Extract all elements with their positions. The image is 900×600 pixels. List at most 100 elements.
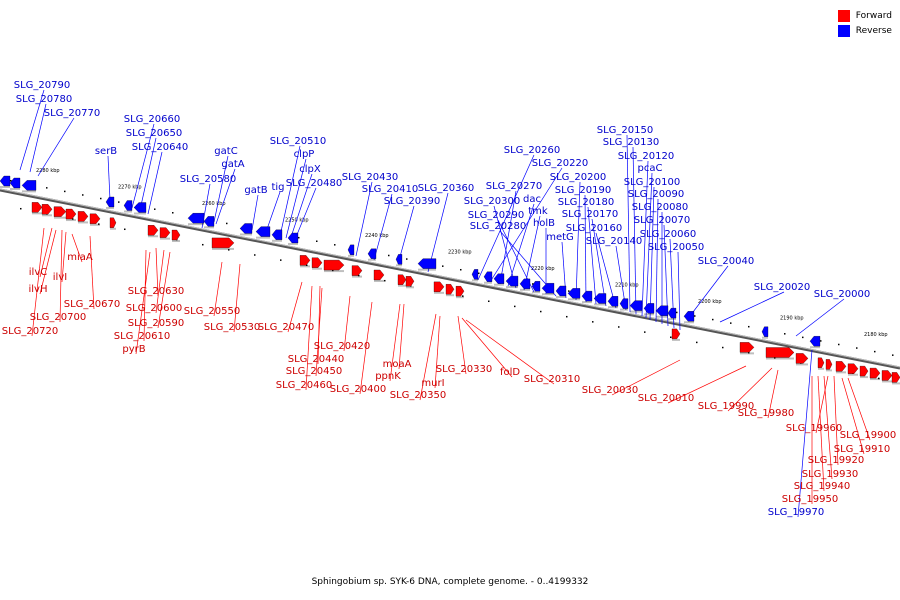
reverse-gene-arrow: [0, 175, 11, 187]
forward-gene-label-leader: [61, 231, 67, 283]
forward-gene-label-leader: [847, 377, 871, 441]
forward-gene-label-leader: [157, 251, 171, 329]
forward-gene-arrow-shadow: [826, 369, 832, 372]
forward-gene-label-leader: [71, 233, 83, 263]
reverse-gene-arrow-shadow: [368, 258, 376, 261]
reverse-gene-arrow: [531, 281, 541, 292]
forward-gene-arrow: [739, 342, 755, 353]
forward-gene-arrow: [825, 359, 833, 370]
forward-gene-label-leader: [343, 295, 351, 352]
forward-gene-arrow: [835, 361, 847, 372]
reverse-gene-label-leader: [645, 172, 653, 319]
reverse-gene-label: gatC: [214, 146, 237, 157]
scale-dot: [154, 208, 156, 210]
reverse-gene-arrow: [643, 303, 655, 314]
forward-gene-label: SLG_19920: [808, 455, 864, 466]
forward-gene-arrow-shadow: [312, 267, 322, 270]
forward-gene-arrow: [671, 328, 681, 340]
reverse-gene-label-leader: [19, 89, 45, 171]
reverse-gene-arrow-shadow: [204, 226, 214, 229]
reverse-gene-arrow-shadow: [188, 223, 204, 226]
reverse-gene-arrow: [683, 311, 695, 322]
reverse-gene-label: gatA: [221, 159, 244, 170]
reverse-gene-arrow: [493, 273, 505, 284]
reverse-gene-arrow: [761, 326, 769, 337]
scale-dot: [696, 341, 698, 344]
scale-dot: [298, 236, 300, 239]
forward-gene-label: ilvI: [53, 272, 67, 283]
scale-tick-label: 2230 kbp: [448, 250, 472, 256]
scale-dot: [72, 218, 74, 220]
forward-gene-label-leader: [389, 303, 401, 382]
reverse-gene-arrow: [655, 305, 669, 316]
reverse-gene-arrow: [505, 275, 519, 287]
scale-dot: [64, 190, 66, 193]
reverse-gene-arrow-shadow: [134, 212, 146, 215]
reverse-gene-arrow-shadow: [418, 268, 436, 271]
scale-tick-label: 2180 kbp: [864, 332, 888, 338]
scale-dot: [774, 357, 776, 359]
reverse-gene-arrow: [287, 232, 299, 244]
scale-tick-label: 2240 kbp: [365, 233, 389, 239]
forward-gene-label: SLG_19940: [794, 481, 850, 492]
reverse-gene-arrow: [619, 298, 629, 309]
reverse-gene-arrow-shadow: [684, 321, 694, 324]
forward-gene-label: SLG_20450: [286, 366, 342, 377]
reverse-gene-arrow-shadow: [288, 242, 298, 245]
scale-dot: [334, 244, 336, 246]
reverse-gene-arrow-shadow: [22, 190, 36, 193]
reverse-gene-arrow-shadow: [532, 291, 540, 294]
reverse-gene-arrow-shadow: [630, 310, 642, 313]
reverse-gene-arrow-shadow: [656, 315, 668, 318]
reverse-gene-arrow: [541, 283, 555, 294]
label-leader-lines: [19, 89, 871, 518]
forward-gene-label: SLG_20590: [128, 318, 184, 329]
reverse-gene-arrow-shadow: [506, 286, 518, 289]
scale-dot: [254, 254, 256, 256]
scale-dot: [712, 318, 714, 321]
reverse-gene-label: SLG_20200: [550, 172, 606, 183]
forward-gene-label-leader: [213, 261, 223, 317]
reverse-gene-arrow-shadow: [348, 254, 354, 257]
forward-gene-label-leader: [89, 235, 95, 310]
forward-gene-arrow-shadow: [870, 378, 880, 381]
reverse-gene-arrow-shadow: [810, 346, 820, 349]
forward-gene-label-leader: [434, 315, 441, 389]
reverse-gene-label-leader: [477, 154, 535, 281]
forward-gene-label: SLG_19980: [738, 408, 794, 419]
reverse-gene-label: SLG_20410: [362, 184, 418, 195]
forward-gene-arrow: [445, 284, 455, 295]
forward-swatch: [837, 9, 850, 22]
forward-gene-label: folD: [500, 367, 520, 378]
forward-gene-label: SLG_20400: [330, 384, 386, 395]
genome-caption: Sphingobium sp. SYK-6 DNA, complete geno…: [311, 577, 589, 587]
reverse-gene-label: gatB: [244, 185, 267, 196]
reverse-gene-label-leader: [107, 155, 111, 201]
scale-tick-label: 2280 kbp: [36, 168, 60, 174]
forward-gene-label: SLG_20530: [204, 322, 260, 333]
reverse-gene-label-leader: [795, 298, 845, 337]
scale-dot: [202, 243, 204, 246]
forward-gene-arrow: [171, 229, 181, 241]
forward-gene-arrow-shadow: [456, 296, 464, 299]
scale-dot: [540, 310, 542, 313]
reverse-gene-arrow: [347, 244, 355, 255]
scale-dot: [226, 222, 228, 225]
reverse-gene-label-leader: [575, 181, 581, 301]
forward-gene-label: SLG_20420: [314, 341, 370, 352]
reverse-gene-label-leader: [355, 181, 373, 257]
forward-gene-arrow: [847, 363, 859, 374]
forward-gene-arrow: [53, 206, 67, 217]
forward-gene-arrow-shadow: [374, 279, 384, 282]
reverse-gene-label-leader: [499, 190, 517, 285]
forward-gene-arrow-shadow: [766, 357, 794, 360]
reverse-gene-label-leader: [493, 205, 517, 289]
forward-gene-label: moaA: [383, 359, 412, 370]
reverse-gene-label-leader: [587, 206, 597, 305]
forward-gene-label-leader: [465, 319, 555, 385]
reverse-swatch: [837, 24, 850, 37]
reverse-gene-label-leader: [29, 103, 47, 173]
scale-dot: [460, 268, 462, 271]
forward-gene-label-leader: [233, 263, 241, 333]
forward-gene-label: SLG_20010: [638, 393, 694, 404]
